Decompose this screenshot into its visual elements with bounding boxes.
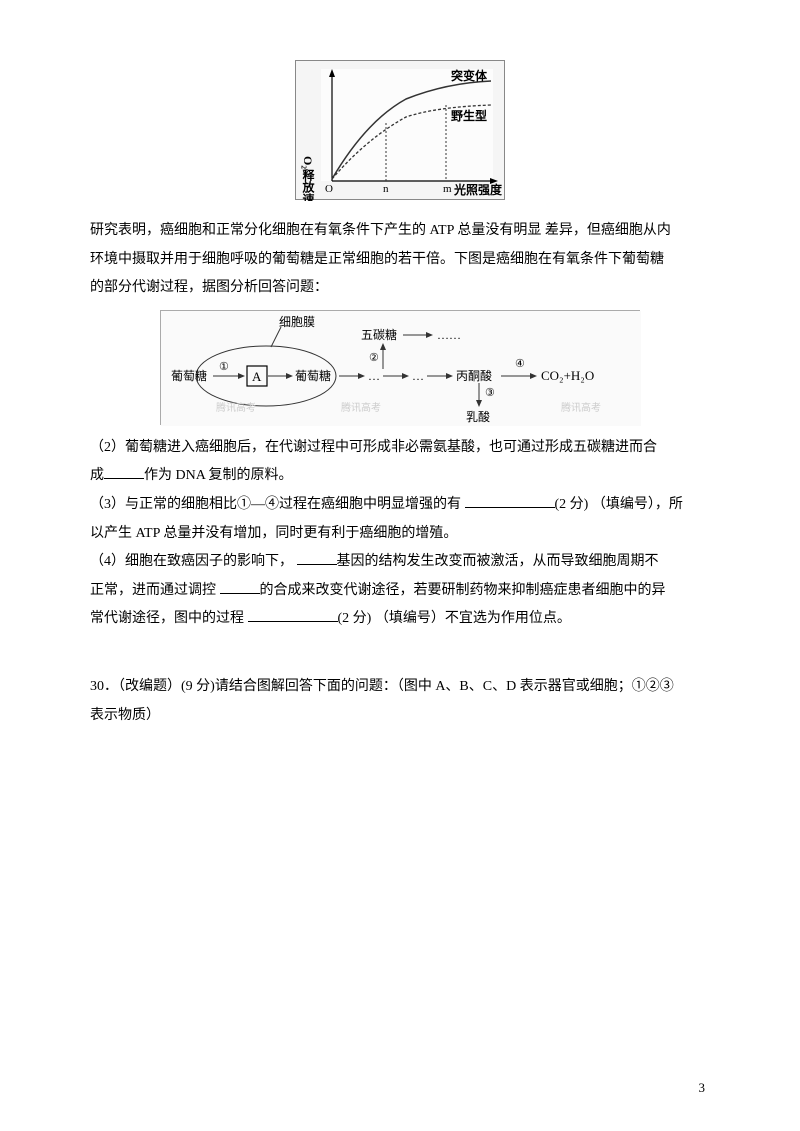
intro-p1b: 环境中摄取并用于细胞呼吸的葡萄糖是正常细胞的若干倍。下图是癌细胞在有氧条件下葡萄… xyxy=(90,247,710,274)
dots2: … xyxy=(368,369,380,383)
watermark1: 腾讯高考 xyxy=(216,401,256,414)
co2h2o-label: CO₂+H₂O xyxy=(541,368,594,383)
diagram-svg: 细胞膜 葡萄糖 ① A 葡萄糖 ② 五碳糖 …… … xyxy=(161,311,641,426)
step2-label: ② xyxy=(369,352,379,364)
chart1-m: m xyxy=(443,183,452,195)
q30-line2: 表示物质） xyxy=(90,703,710,730)
q30-line1: 30．（改编题）(9 分)请结合图解回答下面的问题：（图中 A、B、C、D 表示… xyxy=(90,674,710,701)
page-number: 3 xyxy=(699,1076,706,1101)
q3-line2: 以产生 ATP 总量并没有增加，同时更有利于癌细胞的增殖。 xyxy=(90,521,710,548)
q4-l2b: 的合成来改变代谢途径，若要研制药物来抑制癌症患者细胞中的异 xyxy=(260,583,666,598)
lactate-label: 乳酸 xyxy=(466,409,490,424)
chart1-container: O n m 突变体 野生型 光照强度 O₂释放速率 xyxy=(90,60,710,200)
q4-prefix: （4）细胞在致癌因子的影响下， xyxy=(90,554,297,569)
glucose-out: 葡萄糖 xyxy=(171,368,207,383)
q4-line1: （4）细胞在致癌因子的影响下， 基因的结构发生改变而被激活，从而导致细胞周期不 xyxy=(90,549,710,576)
watermark3: 腾讯高考 xyxy=(561,401,601,414)
q3-prefix: （3）与正常的细胞相比①—④过程在癌细胞中明显增强的有 xyxy=(90,497,465,512)
chart1-wild-label: 野生型 xyxy=(451,108,487,123)
pyruvate-label: 丙酮酸 xyxy=(456,368,492,383)
q2-l2b: 作为 DNA 复制的原料。 xyxy=(144,468,293,483)
q3-line1: （3）与正常的细胞相比①—④过程在癌细胞中明显增强的有 (2 分) （填编号），… xyxy=(90,492,710,519)
q3-points: (2 分) （填编号），所 xyxy=(555,497,683,512)
spacer xyxy=(90,635,710,670)
chart1: O n m 突变体 野生型 光照强度 O₂释放速率 xyxy=(295,60,505,200)
chart1-svg: O n m 突变体 野生型 光照强度 O₂释放速率 xyxy=(296,61,506,201)
chart1-n: n xyxy=(383,183,389,195)
dots3: … xyxy=(412,369,424,383)
q4-l2a: 正常，进而通过调控 xyxy=(90,583,220,598)
q4-line2: 正常，进而通过调控 的合成来改变代谢途径，若要研制药物来抑制癌症患者细胞中的异 xyxy=(90,578,710,605)
q4-l3a: 常代谢途径，图中的过程 xyxy=(90,611,248,626)
q4-blank3[interactable] xyxy=(248,608,338,622)
step4-label: ④ xyxy=(515,358,525,370)
q2-l2a: 成 xyxy=(90,468,104,483)
intro-p1a: 研究表明，癌细胞和正常分化细胞在有氧条件下产生的 ATP 总量没有明显 差异，但… xyxy=(90,218,710,245)
chart1-origin: O xyxy=(325,183,333,195)
diagram-container: 细胞膜 葡萄糖 ① A 葡萄糖 ② 五碳糖 …… … xyxy=(90,310,710,425)
box-A: A xyxy=(252,369,262,384)
q4-mid1: 基因的结构发生改变而被激活，从而导致细胞周期不 xyxy=(337,554,659,569)
step3-label: ③ xyxy=(485,387,495,399)
watermark2: 腾讯高考 xyxy=(341,401,381,414)
q4-line3: 常代谢途径，图中的过程 (2 分) （填编号）不宜选为作用位点。 xyxy=(90,606,710,633)
chart1-xlabel: 光照强度 xyxy=(453,182,503,197)
dots1: …… xyxy=(437,328,461,342)
membrane-label: 细胞膜 xyxy=(279,315,315,329)
q2-line2: 成 作为 DNA 复制的原料。 xyxy=(90,463,710,490)
intro-p1c: 的部分代谢过程，据图分析回答问题： xyxy=(90,275,710,302)
q4-blank1[interactable] xyxy=(297,551,337,565)
q4-l3b: (2 分) （填编号）不宜选为作用位点。 xyxy=(338,611,571,626)
step1-label: ① xyxy=(219,361,229,373)
q2-line1: （2）葡萄糖进入癌细胞后，在代谢过程中可形成非必需氨基酸，也可通过形成五碳糖进而… xyxy=(90,435,710,462)
glucose-in: 葡萄糖 xyxy=(295,368,331,383)
q4-blank2[interactable] xyxy=(220,580,260,594)
pentose-label: 五碳糖 xyxy=(361,327,397,342)
chart1-ylabel: O₂释放速率 xyxy=(301,156,315,201)
metabolism-diagram: 细胞膜 葡萄糖 ① A 葡萄糖 ② 五碳糖 …… … xyxy=(160,310,640,425)
q2-blank1[interactable] xyxy=(104,465,144,479)
chart1-mutant-label: 突变体 xyxy=(451,68,488,83)
q3-blank1[interactable] xyxy=(465,494,555,508)
